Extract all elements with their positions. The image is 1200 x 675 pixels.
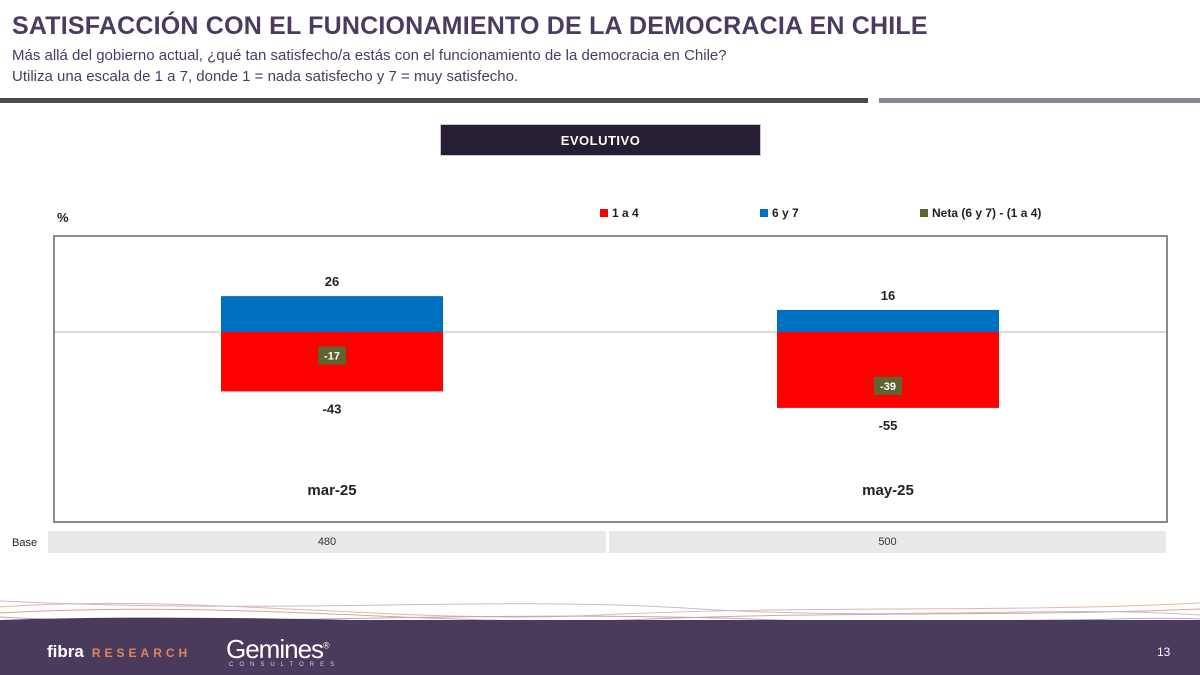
unit-label: % <box>57 210 69 225</box>
label-6y7-may-25: 16 <box>881 288 895 303</box>
subtitle-line-1: Más allá del gobierno actual, ¿qué tan s… <box>12 47 727 64</box>
fibra-logo-sub: RESEARCH <box>91 646 192 660</box>
legend-swatch-6y7 <box>760 209 768 217</box>
gemines-logo: Gemines® <box>226 634 330 665</box>
label-1a4-may-25: -55 <box>879 418 898 433</box>
chart-frame: 26 -43 -17 mar-25 16 -55 -39 may-25 <box>53 235 1168 523</box>
marker-neta-may-25 <box>874 376 902 395</box>
base-cell-mar-25: 480 <box>48 531 606 553</box>
label-neta-mar-25: -17 <box>324 350 340 362</box>
bar-6y7-may-25 <box>777 309 999 332</box>
header-rule-left <box>0 98 868 103</box>
marker-neta-mar-25 <box>318 346 346 365</box>
legend-label-1a4: 1 a 4 <box>612 206 639 220</box>
fibra-logo: fibra RESEARCH <box>47 642 191 662</box>
header-rule-right <box>879 98 1200 103</box>
subtitle-line-2: Utiliza una escala de 1 a 7, donde 1 = n… <box>12 68 519 85</box>
bar-1a4-may-25 <box>777 332 999 408</box>
legend-label-6y7: 6 y 7 <box>772 206 799 220</box>
page-subtitle: Más allá del gobierno actual, ¿qué tan s… <box>12 45 727 87</box>
legend-item-neta: Neta (6 y 7) - (1 a 4) <box>920 206 1041 220</box>
label-neta-may-25: -39 <box>880 381 896 393</box>
category-label-may-25: may-25 <box>862 482 914 499</box>
category-label-mar-25: mar-25 <box>307 482 356 499</box>
gemines-logo-sub: CONSULTORES <box>229 662 341 668</box>
legend-item-1a4: 1 a 4 <box>600 206 639 220</box>
fibra-logo-text: fibra <box>47 642 84 661</box>
base-label: Base <box>12 537 38 549</box>
page-number: 13 <box>1157 645 1171 659</box>
gemines-logo-text: Gemines <box>226 634 324 664</box>
legend-label-neta: Neta (6 y 7) - (1 a 4) <box>932 206 1042 220</box>
legend-item-6y7: 6 y 7 <box>760 206 799 220</box>
legend-swatch-neta <box>920 209 928 217</box>
tab-evolutivo[interactable]: EVOLUTIVO <box>440 124 761 156</box>
bar-6y7-mar-25 <box>221 296 443 332</box>
gemines-logo-mark: ® <box>323 640 330 651</box>
footer-band <box>0 620 1200 675</box>
bar-chart: 26 -43 -17 mar-25 16 -55 -39 may-25 <box>55 274 1166 499</box>
page-title: SATISFACCIÓN CON EL FUNCIONAMIENTO DE LA… <box>12 12 928 40</box>
legend-swatch-1a4 <box>600 209 608 217</box>
label-1a4-mar-25: -43 <box>323 401 342 416</box>
label-6y7-mar-25: 26 <box>325 274 339 289</box>
base-cell-may-25: 500 <box>609 531 1166 553</box>
